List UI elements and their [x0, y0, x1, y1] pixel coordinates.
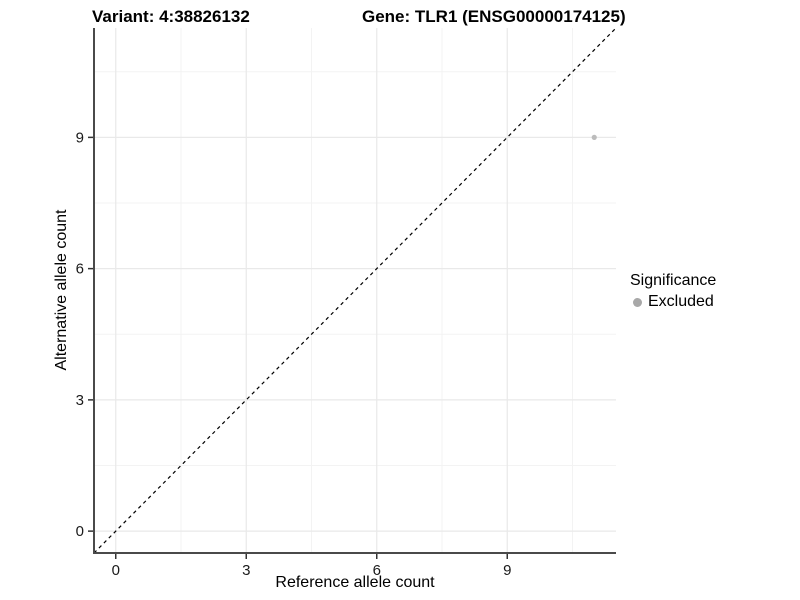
x-axis-title: Reference allele count — [275, 574, 435, 591]
y-tick-label: 9 — [76, 129, 84, 146]
y-tick-label: 0 — [76, 523, 84, 540]
y-axis-title: Alternative allele count — [53, 209, 70, 371]
excluded-point-icon — [633, 297, 642, 307]
x-tick-label: 9 — [503, 562, 511, 579]
x-tick-label: 6 — [373, 562, 381, 579]
x-tick-label: 0 — [112, 562, 120, 579]
y-tick-label: 3 — [76, 392, 84, 409]
data-point — [591, 134, 597, 140]
x-tick-label: 3 — [242, 562, 250, 579]
y-tick-label: 6 — [76, 261, 84, 278]
plot-title-variant: Variant: 4:38826132 — [92, 7, 250, 26]
identity-line — [93, 27, 617, 554]
legend-title: Significance — [630, 272, 717, 289]
legend-item-excluded: Excluded — [630, 293, 716, 311]
legend: Significance Excluded — [630, 272, 716, 311]
plot-title-gene: Gene: TLR1 (ENSG00000174125) — [362, 7, 626, 26]
legend-item-label: Excluded — [648, 293, 714, 310]
